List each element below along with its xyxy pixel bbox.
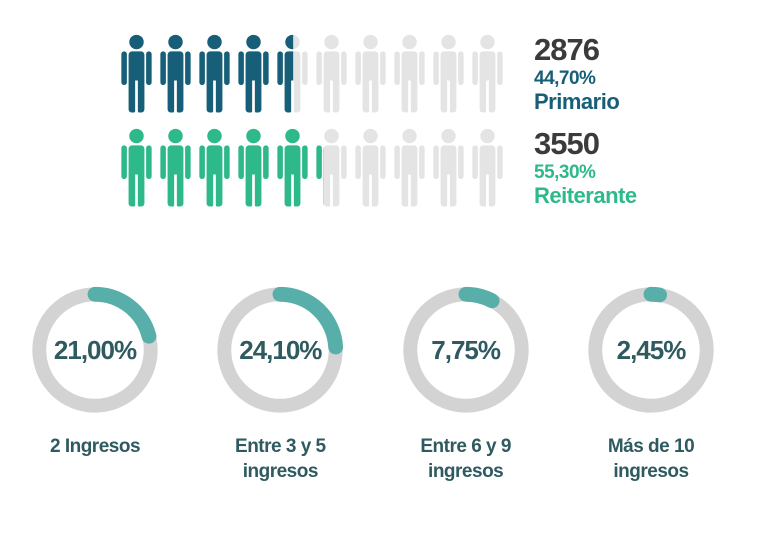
person-icon [120,33,153,115]
person-icon [432,33,465,115]
person-icon [432,127,465,209]
person-icon [120,127,153,209]
reiterante-percent: 55,30% [534,161,596,183]
donut-label: Más de 10 ingresos [607,436,695,482]
donut-section: 21,00% 2 Ingresos 24,10% Entre 3 y 5 ing… [0,285,760,484]
person-icon [159,127,192,209]
donut-label: 2 Ingresos [49,436,141,457]
pictogram-row: 3550 55,30% Reiterante [120,127,760,209]
person-icon [471,127,504,209]
donut-chart: 21,00% [30,285,160,415]
donut-label: Entre 6 y 9 ingresos [420,436,511,482]
person-icon [198,127,231,209]
pictogram-row: 2876 44,70% Primario [120,33,760,115]
primario-count: 2876 [534,32,600,68]
donut-card-entre-6-y-9: 7,75% Entre 6 y 9 ingresos [379,285,553,484]
person-icon [276,33,309,115]
person-icon [315,33,348,115]
pictogram-icons [120,127,504,209]
person-icon [354,33,387,115]
donut-card-entre-3-y-5: 24,10% Entre 3 y 5 ingresos [193,285,367,484]
pictogram-icons [120,33,504,115]
person-icon [393,33,426,115]
person-icon [471,33,504,115]
pictogram-stats: 2876 44,70% Primario [534,32,620,114]
donut-card-mas-de-10: 2,45% Más de 10 ingresos [564,285,738,484]
reiterante-count: 3550 [534,126,600,162]
reiterante-label: Reiterante [534,182,637,208]
donut-percent: 7,75% [431,334,501,365]
donut-label: Entre 3 y 5 ingresos [235,436,326,482]
primario-label: Primario [534,88,620,114]
person-icon [237,127,270,209]
person-icon [159,33,192,115]
donut-ring-icon [402,286,529,414]
donut-percent: 24,10% [239,334,322,365]
donut-card-2-ingresos: 21,00% 2 Ingresos [8,285,182,484]
donut-chart: 7,75% [401,285,531,415]
pictogram-section: 2876 44,70% Primario 3550 55,30% Reitera… [0,0,760,209]
donut-ring-icon [587,286,715,414]
donut-percent: 21,00% [53,334,137,365]
person-icon [237,33,270,115]
donut-ring-icon [217,286,344,414]
primario-percent: 44,70% [534,67,596,89]
donut-chart: 2,45% [586,285,716,415]
donut-percent: 2,45% [616,334,687,365]
person-icon [315,127,348,209]
person-icon [276,127,309,209]
pictogram-stats: 3550 55,30% Reiterante [534,128,637,208]
person-icon [354,127,387,209]
donut-ring-icon [31,286,159,414]
person-icon [198,33,231,115]
person-icon [393,127,426,209]
donut-chart: 24,10% [215,285,345,415]
